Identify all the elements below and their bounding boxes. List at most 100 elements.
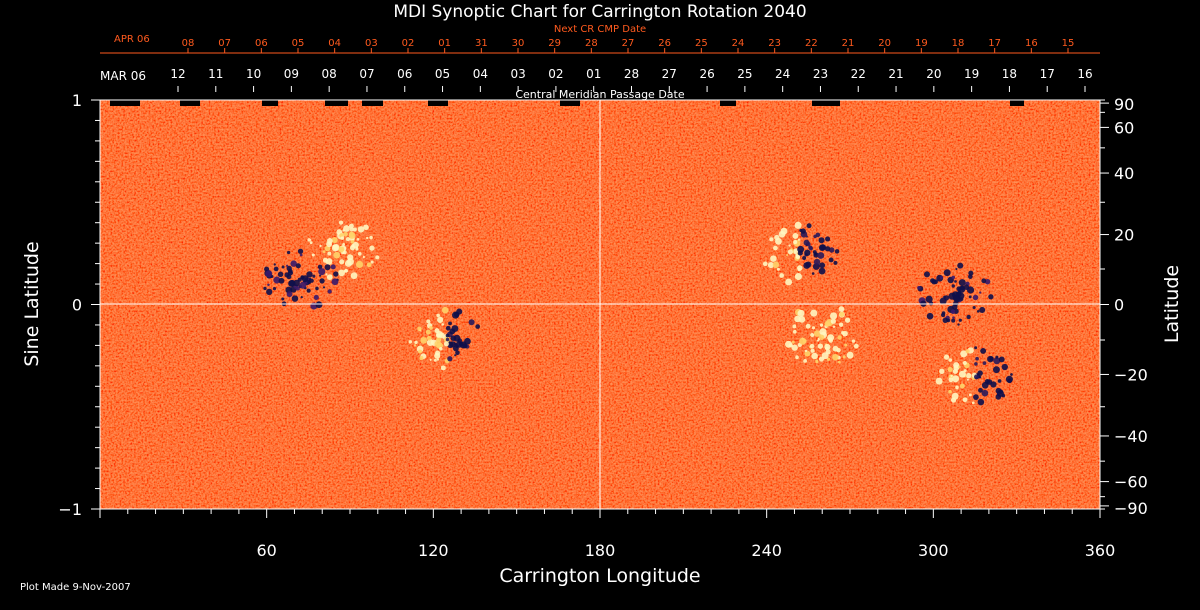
field-spot bbox=[357, 226, 365, 233]
field-spot bbox=[811, 272, 815, 275]
field-spot bbox=[366, 262, 372, 268]
field-spot bbox=[774, 234, 780, 241]
field-spot bbox=[799, 337, 807, 345]
field-spot bbox=[419, 356, 424, 361]
field-spot bbox=[340, 236, 345, 240]
field-spot bbox=[436, 331, 443, 338]
field-spot bbox=[331, 278, 339, 286]
field-spot bbox=[447, 356, 453, 362]
field-spot bbox=[267, 283, 270, 286]
field-spot bbox=[454, 354, 457, 357]
field-spot bbox=[437, 316, 444, 323]
next-cr-date-label: 20 bbox=[878, 38, 891, 49]
field-spot bbox=[286, 274, 292, 280]
field-spot bbox=[331, 244, 339, 252]
field-spot bbox=[817, 252, 825, 259]
field-spot bbox=[348, 232, 356, 239]
cmp-date-label: 23 bbox=[813, 67, 828, 81]
field-spot bbox=[369, 245, 375, 251]
field-spot bbox=[830, 318, 836, 324]
field-spot bbox=[413, 344, 417, 347]
field-spot bbox=[974, 362, 978, 366]
field-spot bbox=[281, 265, 285, 269]
next-cr-date-label: 30 bbox=[512, 38, 525, 49]
field-spot bbox=[947, 366, 953, 372]
field-spot bbox=[436, 358, 440, 361]
field-spot bbox=[838, 306, 845, 312]
next-cr-date-label: 01 bbox=[438, 38, 451, 49]
field-spot bbox=[973, 374, 979, 380]
cmp-date-label: 03 bbox=[510, 67, 525, 81]
field-spot bbox=[434, 340, 442, 348]
field-spot bbox=[295, 263, 301, 269]
field-spot bbox=[347, 254, 354, 261]
polar-gap bbox=[560, 100, 580, 106]
field-spot bbox=[923, 271, 930, 278]
field-spot bbox=[933, 279, 938, 285]
next-cr-date-label: 29 bbox=[548, 38, 561, 49]
field-spot bbox=[839, 311, 845, 317]
next-cr-date-label: 15 bbox=[1062, 38, 1075, 49]
field-spot bbox=[333, 271, 339, 277]
field-spot bbox=[326, 274, 333, 280]
field-spot bbox=[958, 279, 966, 287]
field-spot bbox=[958, 365, 961, 369]
field-spot bbox=[966, 373, 972, 379]
field-spot bbox=[793, 240, 798, 245]
cmp-start-label: MAR 06 bbox=[100, 69, 146, 83]
field-spot bbox=[968, 393, 972, 397]
field-spot bbox=[348, 223, 354, 229]
field-spot bbox=[953, 364, 960, 371]
field-spot bbox=[319, 278, 325, 284]
plot-made-footer: Plot Made 9-Nov-2007 bbox=[20, 582, 131, 593]
x-tick-label: 60 bbox=[256, 541, 276, 560]
field-spot bbox=[317, 264, 323, 270]
field-spot bbox=[993, 357, 1001, 365]
field-spot bbox=[338, 269, 345, 277]
field-spot bbox=[829, 312, 838, 320]
field-spot bbox=[958, 370, 966, 378]
field-spot bbox=[1007, 378, 1012, 384]
field-spot bbox=[816, 339, 820, 342]
field-spot bbox=[815, 232, 821, 238]
field-spot bbox=[769, 237, 774, 242]
field-spot bbox=[366, 236, 369, 240]
field-spot bbox=[948, 358, 953, 362]
field-spot bbox=[960, 350, 968, 358]
field-spot bbox=[772, 261, 780, 269]
field-spot bbox=[968, 295, 972, 299]
field-spot bbox=[375, 255, 380, 260]
field-spot bbox=[832, 325, 836, 329]
field-spot bbox=[475, 324, 481, 329]
next-cr-date-label: 04 bbox=[328, 38, 341, 49]
cmp-date-label: 17 bbox=[1040, 67, 1055, 81]
field-spot bbox=[363, 224, 369, 231]
field-spot bbox=[917, 285, 921, 290]
next-cr-label: Next CR CMP Date bbox=[554, 24, 646, 35]
field-spot bbox=[948, 377, 954, 383]
x-axis: 60 120 180 240 300 360 bbox=[99, 509, 1115, 560]
cmp-date-label: 19 bbox=[964, 67, 979, 81]
field-spot bbox=[350, 239, 355, 244]
field-spot bbox=[299, 253, 303, 257]
field-spot bbox=[455, 350, 460, 356]
polar-gap bbox=[325, 100, 348, 106]
field-spot bbox=[263, 286, 267, 291]
field-spot bbox=[356, 237, 360, 241]
field-spot bbox=[995, 394, 1002, 400]
field-spot bbox=[818, 237, 825, 244]
y-axis-left-label: Sine Latitude bbox=[21, 241, 43, 366]
field-spot bbox=[846, 351, 854, 359]
field-spot bbox=[989, 356, 994, 361]
field-spot bbox=[277, 271, 284, 278]
y-right-tick-label: 0 bbox=[1114, 296, 1124, 315]
field-spot bbox=[926, 312, 934, 320]
field-spot bbox=[357, 252, 362, 256]
field-spot bbox=[939, 275, 944, 280]
field-spot bbox=[451, 325, 459, 333]
field-spot bbox=[943, 354, 950, 360]
field-spot bbox=[311, 253, 315, 257]
field-spot bbox=[811, 326, 816, 330]
field-spot bbox=[349, 245, 356, 251]
field-spot bbox=[804, 249, 811, 256]
